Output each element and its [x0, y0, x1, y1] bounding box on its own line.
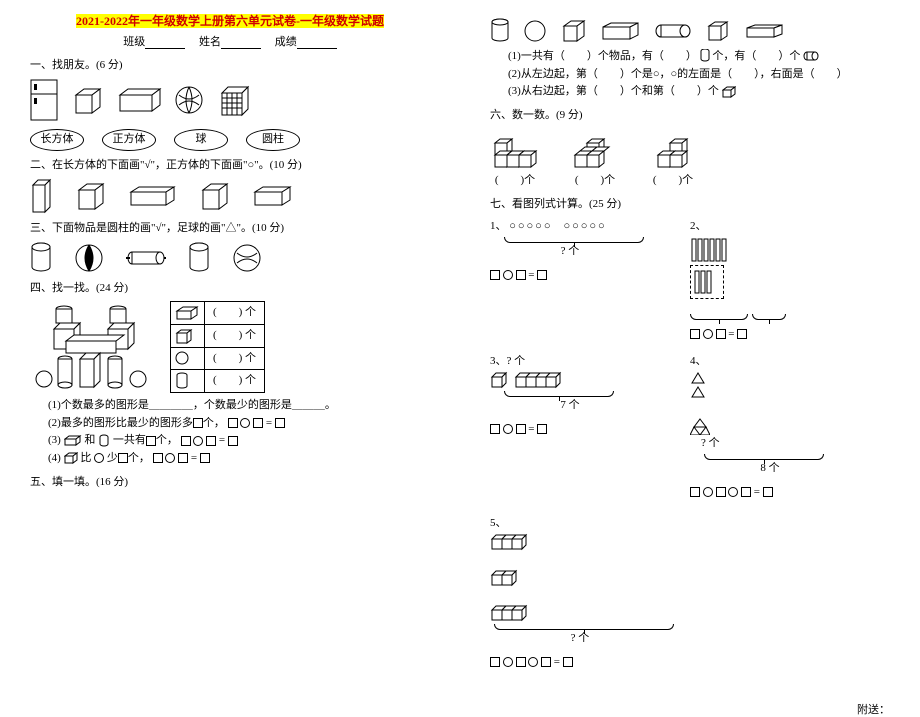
s4-line4: (4) 比 少个， = [48, 450, 430, 468]
q3: 3、? 个 7 个 = [490, 353, 650, 438]
s1-heading: 一、找朋友。(6 分) [30, 57, 430, 75]
cubes-grp2-icon [490, 569, 518, 587]
footer-note: 附送： [490, 701, 890, 717]
cubes-row-icon [490, 371, 574, 389]
q1: 1、 ○○○○○ ○○○○○ ? 个 = [490, 218, 650, 285]
castle-icon [30, 301, 150, 391]
cube2-icon [74, 181, 106, 211]
s5-line2: (2)从左边起，第（ ）个是○，○的左面是（ ），右面是（ ） [508, 66, 890, 84]
label-cuboid: 长方体 [30, 129, 84, 151]
item-cube [560, 19, 586, 43]
s5-line3: (3)从右边起，第（ ）个和第（ ）个 [508, 83, 890, 101]
beachball-icon [74, 243, 104, 273]
item-brick [744, 23, 784, 39]
s7-heading: 七、看图列式计算。(25 分) [490, 196, 890, 214]
q2: 2、 = [690, 218, 840, 344]
label-cylinder: 圆柱 [246, 129, 300, 151]
soccer-icon [232, 243, 262, 273]
item-cylinder [490, 18, 510, 44]
q4: 4、 ? 个 8 个 = [690, 353, 850, 501]
section-1: 一、找朋友。(6 分) 长方体 正方体 球 圆柱 [30, 57, 430, 151]
long-cuboid-icon [128, 185, 176, 207]
s3-heading: 三、下面物品是圆柱的画"√"，足球的画"△"。(10 分) [30, 220, 430, 238]
section-4: 四、找一找。(24 分) ( ) 个 ( ) 个 [30, 280, 430, 468]
item-cube2 [706, 20, 730, 42]
tall-cuboid-icon [30, 178, 52, 214]
s4-line3: (3) 和 一共有个， = [48, 432, 430, 450]
s5-line1: (1)一共有（ ）个物品，有（ ） 个，有（ ）个 [508, 48, 890, 66]
item-cuboid [600, 21, 640, 41]
s4-line2: (2)最多的图形比最少的图形多个， = [48, 415, 430, 433]
shape-count-table: ( ) 个 ( ) 个 ( ) 个 ( ) 个 [170, 301, 265, 393]
pencils-icon [690, 235, 740, 265]
cubes-grp3-icon [490, 604, 530, 622]
cylinder2-icon [188, 242, 210, 274]
fridge-icon [30, 79, 58, 121]
section-6: 六、数一数。(9 分) ( )个 [490, 107, 890, 190]
rolling-pin-icon [126, 250, 166, 266]
section-5-body: (1)一共有（ ）个物品，有（ ） 个，有（ ）个 (2)从左边起，第（ ）个是… [490, 18, 890, 101]
item-capsule [654, 24, 692, 38]
cubes-c-icon [650, 128, 696, 172]
grid-cube-icon [216, 83, 250, 117]
section-3: 三、下面物品是圆柱的画"√"，足球的画"△"。(10 分) [30, 220, 430, 274]
flat-cuboid-icon [252, 185, 292, 207]
section-5-heading: 五、填一填。(16 分) [30, 474, 430, 492]
section-2: 二、在长方体的下面画"√"，正方体的下面画"○"。(10 分) [30, 157, 430, 215]
s2-heading: 二、在长方体的下面画"√"，正方体的下面画"○"。(10 分) [30, 157, 430, 175]
tri-a-icon [690, 371, 706, 385]
section-7: 七、看图列式计算。(25 分) 1、 ○○○○○ ○○○○○ ? 个 = 2、 [490, 196, 890, 671]
student-meta: 班级 姓名 成绩 [30, 33, 430, 49]
tri-flower-icon [690, 417, 710, 435]
cuboid-icon [116, 87, 162, 113]
cubes-grp1-icon [490, 533, 530, 551]
cubes-b-icon [570, 128, 620, 172]
exam-title: 2021-2022年一年级数学上册第六单元试卷-一年级数学试题 [30, 12, 430, 29]
cube-icon [70, 85, 104, 115]
ball-icon [174, 85, 204, 115]
label-sphere: 球 [174, 129, 228, 151]
cubes-a-icon [490, 128, 540, 172]
label-cube: 正方体 [102, 129, 156, 151]
cube3-icon [198, 181, 230, 211]
s4-heading: 四、找一找。(24 分) [30, 280, 430, 298]
item-circle [524, 20, 546, 42]
s6-heading: 六、数一数。(9 分) [490, 107, 890, 125]
s4-line1: (1)个数最多的图形是＿＿＿＿，个数最少的图形是＿＿＿。 [48, 397, 430, 415]
cylinder-icon [30, 242, 52, 274]
q5: 5、 ? 个 = [490, 515, 750, 671]
